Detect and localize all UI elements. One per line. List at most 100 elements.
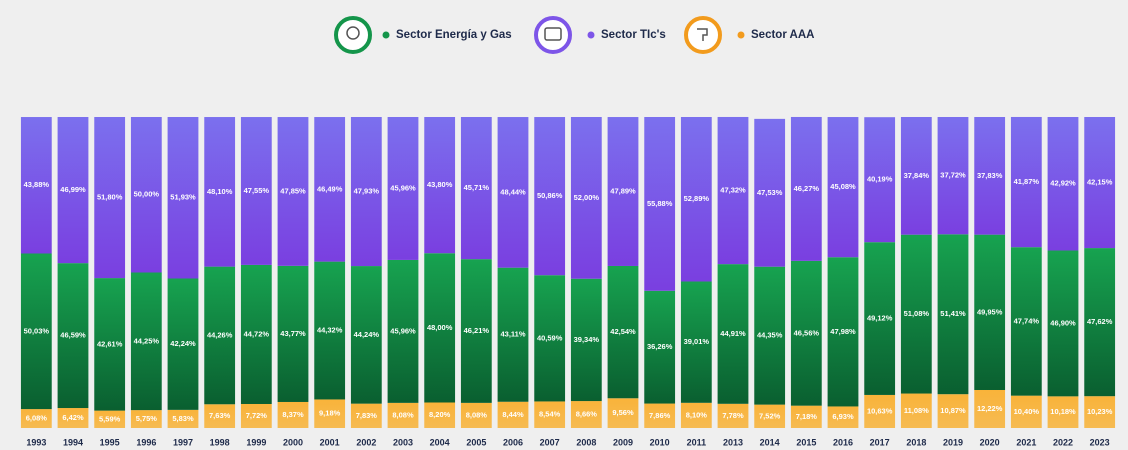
value-label: 12,22% (977, 404, 1003, 413)
value-label: 49,12% (867, 314, 893, 323)
value-label: 10,40% (1014, 407, 1040, 416)
legend-dot (587, 31, 595, 39)
value-label: 7,72% (246, 411, 268, 420)
value-label: 6,42% (62, 413, 84, 422)
value-label: 46,59% (60, 331, 86, 340)
bar-segment (314, 117, 346, 262)
legend-icon-detail (697, 28, 708, 41)
value-label: 51,80% (97, 193, 123, 202)
x-tick-label: 2020 (980, 437, 1000, 447)
bar-segment (130, 272, 162, 411)
bar-segment (204, 404, 236, 428)
value-label: 7,18% (796, 412, 818, 421)
bar-segment (754, 266, 786, 405)
bar-segment (460, 117, 492, 260)
value-label: 47,89% (610, 186, 636, 195)
bar-segment (1010, 116, 1042, 248)
value-label: 44,91% (720, 329, 746, 338)
bar-segment (1010, 247, 1042, 396)
x-tick-label: 2013 (723, 437, 743, 447)
x-tick-label: 2019 (943, 437, 963, 447)
bar-segment (607, 265, 639, 399)
bar-segment (424, 253, 456, 403)
x-tick-label: 2015 (796, 437, 816, 447)
value-label: 10,87% (940, 406, 966, 415)
value-label: 5,83% (172, 414, 194, 423)
value-label: 42,24% (170, 339, 196, 348)
value-label: 51,08% (904, 309, 930, 318)
value-label: 45,71% (464, 183, 490, 192)
bar-segment (1084, 117, 1116, 249)
bar-segment (350, 403, 382, 428)
bar-segment (20, 409, 52, 428)
value-label: 40,59% (537, 333, 563, 342)
bar-segment (607, 117, 639, 266)
value-label: 47,55% (244, 186, 270, 195)
bar-segment (937, 117, 969, 235)
bar-segment (94, 410, 126, 428)
value-label: 44,35% (757, 331, 783, 340)
value-label: 51,41% (940, 309, 966, 318)
bar-segment (277, 117, 309, 266)
value-label: 6,08% (26, 414, 48, 423)
bar-segment (497, 401, 529, 428)
value-label: 11,08% (904, 406, 929, 415)
bar-segment (827, 406, 859, 428)
value-label: 39,34% (574, 335, 600, 344)
value-label: 47,85% (280, 186, 306, 195)
bar-segment (350, 266, 382, 404)
bar-segment (57, 263, 89, 409)
bar-segment (460, 259, 492, 403)
value-label: 8,54% (539, 410, 561, 419)
value-label: 8,20% (429, 410, 451, 419)
bar-segment (900, 393, 932, 428)
value-label: 46,99% (60, 185, 86, 194)
bar-segment (1047, 250, 1079, 397)
x-tick-label: 2001 (320, 437, 340, 447)
x-tick-label: 2017 (870, 437, 890, 447)
bar-segment (497, 117, 529, 268)
value-label: 47,32% (720, 186, 746, 195)
x-tick-label: 2007 (540, 437, 560, 447)
bar-segment (680, 402, 712, 428)
bar-segment (680, 281, 712, 403)
bar-segment (570, 117, 602, 279)
x-tick-label: 2008 (576, 437, 596, 447)
bar-segment (387, 402, 419, 428)
x-tick-label: 1999 (246, 437, 266, 447)
x-tick-label: 2009 (613, 437, 633, 447)
bar-segment (790, 260, 822, 406)
value-label: 45,08% (830, 182, 856, 191)
bar-segment (717, 403, 749, 428)
value-label: 41,87% (1014, 177, 1040, 186)
bar-segment (644, 117, 676, 291)
bar-segment (900, 117, 932, 235)
bar-segment (350, 117, 382, 267)
x-tick-label: 2022 (1053, 437, 1073, 447)
bar-segment (20, 253, 52, 410)
value-label: 6,93% (832, 412, 854, 421)
value-label: 10,18% (1050, 407, 1076, 416)
bar-segment (1010, 395, 1042, 428)
x-tick-label: 1998 (210, 437, 230, 447)
bar-segment (277, 401, 309, 428)
x-tick-label: 1996 (136, 437, 156, 447)
value-label: 43,11% (500, 330, 525, 339)
value-label: 8,10% (686, 410, 708, 419)
value-label: 47,98% (830, 327, 856, 336)
bar-segment (1047, 396, 1079, 428)
bar-segment (1084, 396, 1116, 428)
x-tick-label: 1994 (63, 437, 83, 447)
bar-segment (754, 118, 786, 267)
x-tick-label: 2005 (466, 437, 486, 447)
value-label: 46,90% (1050, 318, 1076, 327)
value-label: 7,83% (356, 411, 378, 420)
bar-segment (240, 117, 272, 265)
bar-segment (460, 402, 492, 428)
x-tick-label: 1995 (100, 437, 120, 447)
legend-label: Sector AAA (751, 29, 814, 41)
bar-segment (387, 117, 419, 260)
value-label: 8,08% (466, 410, 488, 419)
bar-segment (57, 117, 89, 264)
